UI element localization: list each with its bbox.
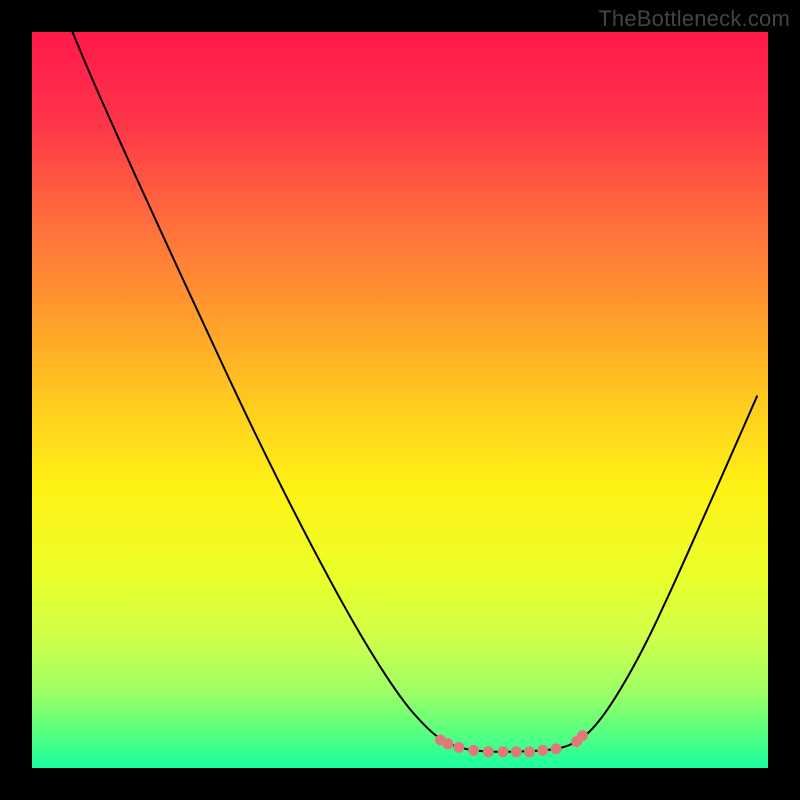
watermark-text: TheBottleneck.com bbox=[598, 6, 790, 32]
annotation-dot bbox=[442, 738, 453, 749]
annotation-dot bbox=[551, 743, 562, 754]
annotation-dot bbox=[577, 730, 588, 741]
annotation-dot bbox=[537, 745, 548, 756]
gradient-background bbox=[32, 32, 768, 768]
annotation-dot bbox=[453, 742, 464, 753]
chart-svg bbox=[32, 32, 768, 768]
annotation-dot bbox=[468, 745, 479, 756]
annotation-dot bbox=[524, 746, 535, 757]
annotation-dot bbox=[483, 746, 494, 757]
annotation-dot bbox=[511, 746, 522, 757]
chart-frame: TheBottleneck.com bbox=[0, 0, 800, 800]
plot-area bbox=[32, 32, 768, 768]
annotation-dot bbox=[498, 746, 509, 757]
